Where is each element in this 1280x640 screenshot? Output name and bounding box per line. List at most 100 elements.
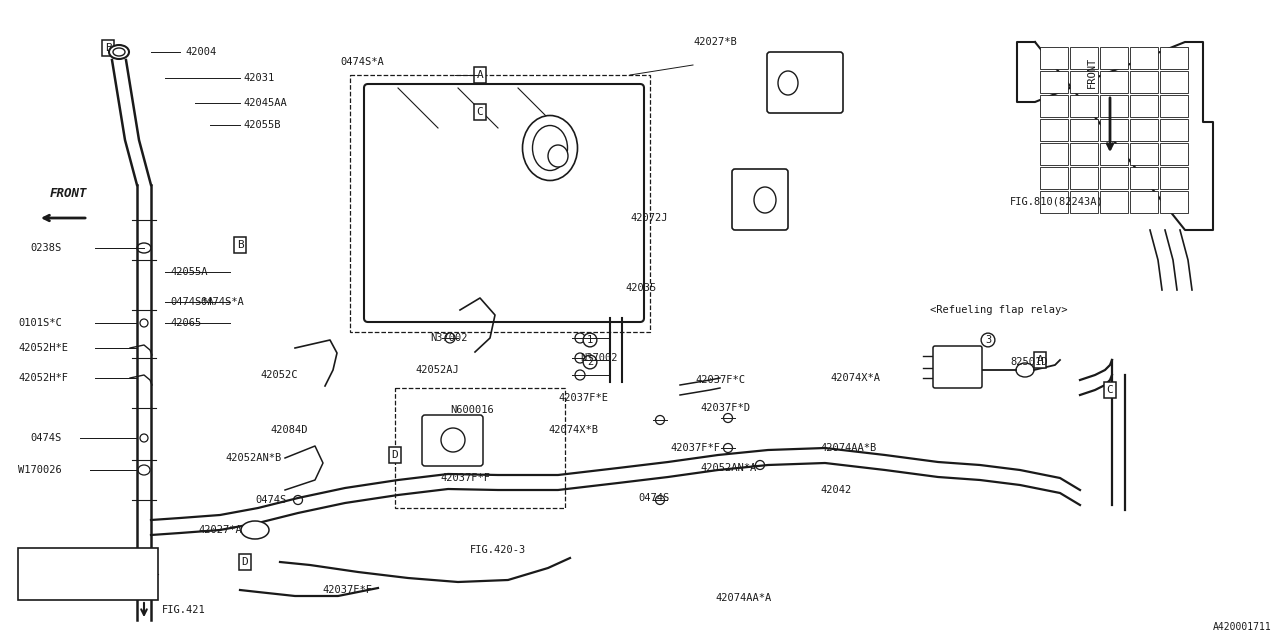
Bar — [1130, 143, 1158, 165]
Text: 0474S*A: 0474S*A — [340, 57, 384, 67]
Text: 42031: 42031 — [243, 73, 274, 83]
Text: 0474S*A: 0474S*A — [200, 297, 243, 307]
Text: 42052AN*A: 42052AN*A — [700, 463, 756, 473]
Bar — [1039, 95, 1068, 117]
FancyBboxPatch shape — [422, 415, 483, 466]
Text: 42037F*E: 42037F*E — [558, 393, 608, 403]
Text: 1: 1 — [38, 558, 45, 568]
Text: 42052H*F: 42052H*F — [18, 373, 68, 383]
Bar — [1039, 119, 1068, 141]
Text: A: A — [1037, 355, 1043, 365]
Bar — [1100, 167, 1128, 189]
Bar — [1160, 71, 1188, 93]
Ellipse shape — [442, 428, 465, 452]
Text: 42055A: 42055A — [170, 267, 207, 277]
Text: 42043D: 42043D — [65, 560, 102, 570]
Ellipse shape — [575, 353, 585, 363]
Text: 42042: 42042 — [820, 485, 851, 495]
Bar — [1130, 191, 1158, 213]
Ellipse shape — [109, 45, 129, 59]
Text: 2: 2 — [38, 578, 45, 588]
Ellipse shape — [113, 48, 125, 56]
Bar — [1130, 47, 1158, 69]
Text: 82501D: 82501D — [1010, 357, 1047, 367]
Text: 42074X*A: 42074X*A — [829, 373, 881, 383]
Bar — [1160, 119, 1188, 141]
Bar — [1039, 71, 1068, 93]
Text: 42084D: 42084D — [270, 425, 307, 435]
Text: 42037F*F: 42037F*F — [440, 473, 490, 483]
Text: D: D — [392, 450, 398, 460]
Ellipse shape — [778, 71, 797, 95]
Text: 42074AA*B: 42074AA*B — [820, 443, 877, 453]
Bar — [1100, 71, 1128, 93]
Text: N37002: N37002 — [580, 353, 617, 363]
Text: FRONT: FRONT — [1087, 57, 1097, 88]
Ellipse shape — [522, 115, 577, 180]
Ellipse shape — [655, 495, 664, 504]
Ellipse shape — [575, 333, 585, 343]
Text: 0474S: 0474S — [637, 493, 669, 503]
Bar — [1070, 47, 1098, 69]
Bar — [1039, 167, 1068, 189]
Text: 42045AA: 42045AA — [243, 98, 287, 108]
Text: N600016: N600016 — [451, 405, 494, 415]
Bar — [1070, 167, 1098, 189]
Bar — [1130, 95, 1158, 117]
Bar — [1070, 191, 1098, 213]
Text: 1: 1 — [586, 335, 593, 345]
Ellipse shape — [137, 243, 151, 253]
Text: N37002: N37002 — [430, 333, 467, 343]
Ellipse shape — [140, 434, 148, 442]
Text: FIG.420-3: FIG.420-3 — [470, 545, 526, 555]
Text: 42027*A: 42027*A — [198, 525, 242, 535]
Text: D: D — [242, 557, 248, 567]
Bar — [396, 388, 564, 508]
Ellipse shape — [532, 125, 567, 170]
Ellipse shape — [655, 415, 664, 424]
Text: 42055B: 42055B — [243, 120, 280, 130]
Bar — [1160, 47, 1188, 69]
Text: FIG.421: FIG.421 — [163, 605, 206, 615]
Text: 42046B: 42046B — [65, 580, 102, 590]
Text: 42052H*E: 42052H*E — [18, 343, 68, 353]
Bar — [1160, 191, 1188, 213]
Text: 42065: 42065 — [170, 318, 201, 328]
Text: B: B — [105, 43, 111, 53]
Text: 42052AN*B: 42052AN*B — [225, 453, 282, 463]
Text: A420001711: A420001711 — [1213, 622, 1272, 632]
Text: 42052AJ: 42052AJ — [415, 365, 458, 375]
Text: 42035: 42035 — [625, 283, 657, 293]
Ellipse shape — [140, 319, 148, 327]
Bar — [1100, 47, 1128, 69]
FancyBboxPatch shape — [732, 169, 788, 230]
Text: 0474S*A: 0474S*A — [170, 297, 214, 307]
Bar — [1100, 143, 1128, 165]
Text: 0238S: 0238S — [29, 243, 61, 253]
Ellipse shape — [575, 370, 585, 380]
Bar — [1070, 143, 1098, 165]
Text: FRONT: FRONT — [49, 187, 87, 200]
Bar — [1130, 119, 1158, 141]
Bar — [1100, 119, 1128, 141]
Text: A: A — [476, 70, 484, 80]
FancyBboxPatch shape — [933, 346, 982, 388]
Ellipse shape — [445, 333, 454, 343]
Ellipse shape — [241, 521, 269, 539]
Bar — [1100, 95, 1128, 117]
FancyBboxPatch shape — [767, 52, 844, 113]
Bar — [1160, 95, 1188, 117]
Bar — [1160, 143, 1188, 165]
Text: 42074X*B: 42074X*B — [548, 425, 598, 435]
Ellipse shape — [723, 413, 732, 422]
Text: 42027*B: 42027*B — [692, 37, 737, 47]
Text: C: C — [1107, 385, 1114, 395]
Text: 2: 2 — [586, 357, 593, 367]
Text: W170026: W170026 — [18, 465, 61, 475]
Text: FIG.810(82243A): FIG.810(82243A) — [1010, 197, 1103, 207]
Ellipse shape — [723, 444, 732, 452]
Ellipse shape — [754, 187, 776, 213]
Text: 0474S: 0474S — [29, 433, 61, 443]
Bar — [1070, 119, 1098, 141]
Bar — [1039, 143, 1068, 165]
